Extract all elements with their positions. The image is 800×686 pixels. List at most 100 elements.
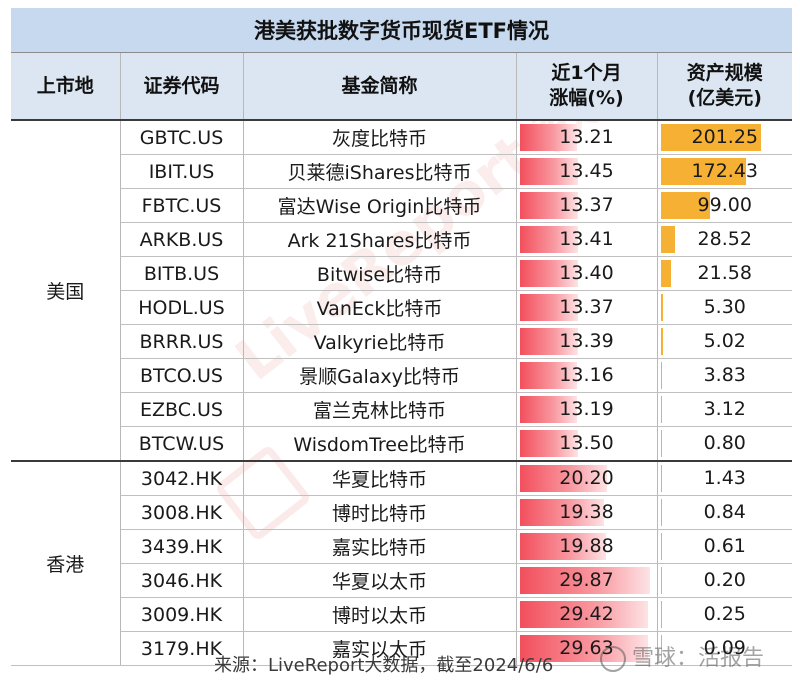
aum-bar: [660, 260, 672, 287]
change-bar: [519, 635, 649, 662]
change-cell: 13.37: [516, 188, 658, 223]
ticker-cell: ARKB.US: [120, 222, 244, 257]
table-row: 美国 GBTC.US 灰度比特币 13.21 201.25: [11, 120, 793, 462]
ticker-cell: 3046.HK: [120, 563, 244, 598]
aum-cell: 172.43: [657, 154, 793, 189]
header-change-line2: 涨幅(%): [549, 87, 624, 109]
fund-name-cell: 灰度比特币: [243, 120, 517, 155]
aum-cell: 5.02: [657, 324, 793, 359]
change-value: 29.63: [559, 637, 614, 659]
change-value: 13.37: [559, 194, 614, 216]
aum-cell: 1.43: [657, 460, 793, 496]
table-row: BITB.US Bitwise比特币 13.40 21.58: [11, 256, 793, 291]
table-body: 美国 GBTC.US 灰度比特币 13.21 201.25 IBIT.US 贝莱德iShar…: [11, 120, 793, 666]
header-aum: 资产规模 (亿美元): [657, 52, 793, 121]
change-cell: 13.39: [516, 324, 658, 359]
fund-name-cell: WisdomTree比特币: [243, 426, 517, 462]
aum-bar: [660, 226, 675, 253]
change-value: 13.39: [559, 330, 614, 352]
table-row: BTCO.US 景顺Galaxy比特币 13.16 3.83: [11, 358, 793, 393]
ticker-cell: 3179.HK: [120, 631, 244, 666]
aum-value: 3.83: [703, 364, 746, 386]
table-row: ARKB.US Ark 21Shares比特币 13.41 28.52: [11, 222, 793, 257]
aum-value: 0.84: [703, 501, 746, 523]
table-row: IBIT.US 贝莱德iShares比特币 13.45 172.43: [11, 154, 793, 189]
aum-value: 0.80: [703, 432, 746, 454]
aum-bar: [660, 635, 662, 662]
change-bar: [519, 294, 578, 321]
aum-bar: [660, 158, 747, 185]
ticker-cell: IBIT.US: [120, 154, 244, 189]
aum-value: 0.25: [703, 603, 746, 625]
change-value: 29.42: [559, 603, 614, 625]
ticker-cell: 3042.HK: [120, 460, 244, 496]
change-value: 29.87: [559, 569, 614, 591]
change-cell: 29.42: [516, 597, 658, 632]
aum-value: 21.58: [697, 262, 752, 284]
watermark-xueqiu: 雪球：活报告: [600, 640, 764, 672]
ticker-cell: 3008.HK: [120, 495, 244, 530]
aum-value: 5.30: [703, 296, 746, 318]
ticker-cell: 3439.HK: [120, 529, 244, 564]
ticker-cell: BTCW.US: [120, 426, 244, 462]
change-bar: [519, 396, 577, 423]
region-cell: 香港: [11, 460, 121, 666]
fund-name-cell: 博时以太币: [243, 597, 517, 632]
change-cell: 13.19: [516, 392, 658, 427]
fund-name-cell: 博时比特币: [243, 495, 517, 530]
table-row: 3008.HK 博时比特币 19.38 0.84: [11, 495, 793, 530]
ticker-cell: FBTC.US: [120, 188, 244, 223]
aum-value: 28.52: [697, 228, 752, 250]
change-cell: 13.16: [516, 358, 658, 393]
aum-cell: 0.20: [657, 563, 793, 598]
ticker-cell: BITB.US: [120, 256, 244, 291]
table-row: FBTC.US 富达Wise Origin比特币 13.37 99.00: [11, 188, 793, 223]
aum-bar: [660, 430, 662, 457]
header-market: 上市地: [11, 52, 121, 121]
header-change: 近1个月 涨幅(%): [516, 52, 658, 121]
change-bar: [519, 260, 578, 287]
table-row: 3179.HK 嘉实以太币 29.63 0.09: [11, 631, 793, 666]
change-value: 20.20: [559, 467, 614, 489]
aum-cell: 0.25: [657, 597, 793, 632]
header-aum-line1: 资产规模: [686, 62, 763, 85]
change-cell: 19.88: [516, 529, 658, 564]
change-value: 13.16: [559, 364, 614, 386]
change-cell: 13.45: [516, 154, 658, 189]
fund-name-cell: 嘉实比特币: [243, 529, 517, 564]
ticker-cell: BTCO.US: [120, 358, 244, 393]
aum-bar: [660, 192, 710, 219]
fund-name-cell: 华夏以太币: [243, 563, 517, 598]
table-row: 3009.HK 博时以太币 29.42 0.25: [11, 597, 793, 632]
change-bar: [519, 362, 577, 389]
change-cell: 13.50: [516, 426, 658, 462]
aum-bar: [660, 499, 662, 526]
change-bar: [519, 567, 650, 594]
table-row: HODL.US VanEck比特币 13.37 5.30: [11, 290, 793, 325]
aum-cell: 0.09: [657, 631, 793, 666]
fund-name-cell: 华夏比特币: [243, 460, 517, 496]
aum-cell: 201.25: [657, 120, 793, 155]
aum-bar: [660, 124, 761, 151]
ticker-cell: BRRR.US: [120, 324, 244, 359]
aum-bar: [660, 567, 662, 594]
change-bar: [519, 328, 578, 355]
aum-bar: [660, 294, 664, 321]
table-row: 3046.HK 华夏以太币 29.87 0.20: [11, 563, 793, 598]
aum-value: 201.25: [691, 126, 758, 148]
aum-value: 3.12: [703, 398, 746, 420]
table-row: BTCW.US WisdomTree比特币 13.50 0.80: [11, 426, 793, 462]
aum-value: 99.00: [697, 194, 752, 216]
change-cell: 29.87: [516, 563, 658, 598]
aum-cell: 0.80: [657, 426, 793, 462]
ticker-cell: GBTC.US: [120, 120, 244, 155]
aum-value: 172.43: [691, 160, 758, 182]
change-value: 19.88: [559, 535, 614, 557]
aum-value: 0.09: [703, 637, 746, 659]
table-title: 港美获批数字货币现货ETF情况: [11, 8, 793, 53]
header-name: 基金简称: [243, 52, 517, 121]
change-value: 13.40: [559, 262, 614, 284]
header-change-line1: 近1个月: [551, 62, 622, 85]
fund-name-cell: VanEck比特币: [243, 290, 517, 325]
etf-table: 港美获批数字货币现货ETF情况 上市地 证券代码 基金简称 近1个月 涨幅(%)…: [11, 8, 793, 666]
